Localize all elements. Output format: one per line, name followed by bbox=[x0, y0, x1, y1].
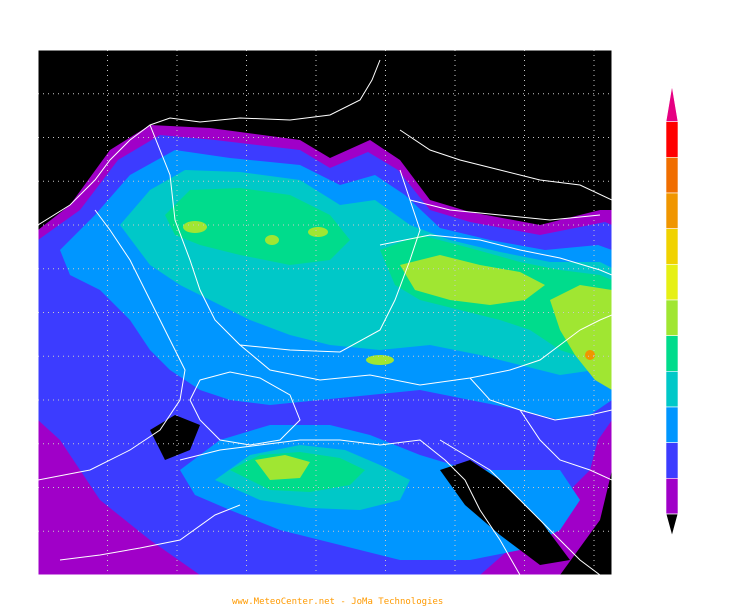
cape-region-1000-alps bbox=[255, 455, 310, 480]
colorbar-level-label: 2000 bbox=[683, 256, 712, 271]
colorbar-segment bbox=[665, 335, 679, 372]
colorbar-segment bbox=[665, 442, 679, 479]
lat-label: 53N bbox=[618, 131, 635, 142]
cape-gap-nw bbox=[38, 50, 360, 220]
footer-timestamp: 2017-04-30-16:53 bbox=[631, 597, 718, 607]
lat-label: 54N bbox=[618, 87, 635, 98]
colorbar-level-label: 4000 bbox=[683, 113, 712, 128]
austria-border bbox=[239, 314, 612, 386]
colorbar-segment bbox=[665, 478, 679, 515]
cape-spot-4 bbox=[366, 355, 394, 365]
lat-label: 49N bbox=[618, 306, 635, 317]
lon-label: 10E bbox=[310, 576, 329, 587]
germany-border bbox=[149, 124, 421, 353]
footer-website[interactable]: www.MeteoCenter.net - JoMa Technologies bbox=[232, 597, 444, 607]
colorbar-segment bbox=[665, 85, 679, 122]
colorbar-segment bbox=[665, 157, 679, 194]
lon-label: 14E bbox=[449, 576, 468, 587]
lat-label: 51N bbox=[618, 219, 635, 229]
czech-border bbox=[379, 234, 612, 276]
french-coast bbox=[59, 504, 241, 561]
colorbar-segment bbox=[665, 228, 679, 265]
model-name: WRF-NMM model bbox=[4, 2, 98, 16]
cape-gap-baltic bbox=[360, 50, 612, 215]
colorbar-segment bbox=[665, 299, 679, 336]
lat-label: 47N bbox=[618, 394, 635, 404]
cape-region-1000-se bbox=[550, 285, 612, 390]
country-borders bbox=[38, 59, 612, 575]
north-coastline bbox=[38, 59, 381, 226]
lat-label: 43N bbox=[618, 569, 635, 579]
lon-label: 16E bbox=[518, 576, 537, 587]
colorbar-segment bbox=[665, 406, 679, 443]
lon-label: 2E bbox=[32, 576, 45, 587]
valid-time: Valid: Wed, 15Z03MAY2017 bbox=[544, 2, 718, 16]
colorbar-segment bbox=[665, 192, 679, 229]
colorbar-segment bbox=[665, 121, 679, 158]
map-border bbox=[37, 49, 613, 576]
switzerland-border bbox=[189, 371, 301, 446]
lon-label: 4E bbox=[101, 576, 114, 587]
baltic-coastline bbox=[399, 129, 612, 201]
colorbar-level-label: 100 bbox=[683, 470, 705, 485]
colorbar-level-label: 500 bbox=[683, 399, 705, 413]
lat-label: 44N bbox=[618, 525, 635, 536]
cape-region-1000 bbox=[400, 255, 545, 305]
cape-gap-adriatic bbox=[440, 460, 570, 565]
italy-border bbox=[179, 439, 521, 575]
adriatic-coast bbox=[439, 439, 601, 575]
lon-label: 6E bbox=[171, 576, 184, 587]
colorbar-level-label: 1500 bbox=[683, 292, 712, 306]
poland-border bbox=[409, 199, 601, 221]
lat-label: 46N bbox=[618, 437, 635, 448]
colorbar-level-label: 50 bbox=[683, 506, 698, 520]
colorbar-level-label: 3000 bbox=[683, 185, 712, 199]
colorbar-low-tail bbox=[665, 513, 679, 538]
colorbar-level-label: 1000 bbox=[683, 327, 712, 342]
lat-label: 45N bbox=[618, 481, 635, 492]
colorbar-segment bbox=[665, 264, 679, 301]
lon-label: 12E bbox=[379, 576, 398, 587]
map-title: | Cape surface [J/kg]| bbox=[173, 14, 477, 39]
colorbar-level-label: 750 bbox=[683, 363, 705, 378]
lat-label: 52N bbox=[618, 175, 635, 186]
cape-spot-2 bbox=[265, 235, 279, 245]
france-border bbox=[38, 209, 186, 481]
colorbar-level-label: 300 bbox=[683, 434, 705, 449]
lat-label: 50N bbox=[618, 262, 635, 273]
colorbar-level-label: 3500 bbox=[683, 149, 712, 164]
cape-spot-1 bbox=[183, 221, 207, 233]
lat-label: 55N bbox=[618, 44, 635, 54]
colorbar-level-label: 2500 bbox=[683, 220, 712, 235]
lon-label: 8E bbox=[240, 576, 253, 587]
cape-spot-3 bbox=[308, 227, 328, 237]
balkan-borders bbox=[469, 377, 612, 481]
footer-credit-grads: GrADS: COLA/IGES bbox=[4, 597, 91, 607]
lon-label: 18E bbox=[588, 576, 607, 587]
colorbar-segment bbox=[665, 371, 679, 408]
cape-region-750 bbox=[165, 188, 350, 265]
colorbar bbox=[665, 85, 679, 538]
cape-spot-5 bbox=[585, 350, 595, 360]
lat-label: 48N bbox=[618, 350, 635, 361]
